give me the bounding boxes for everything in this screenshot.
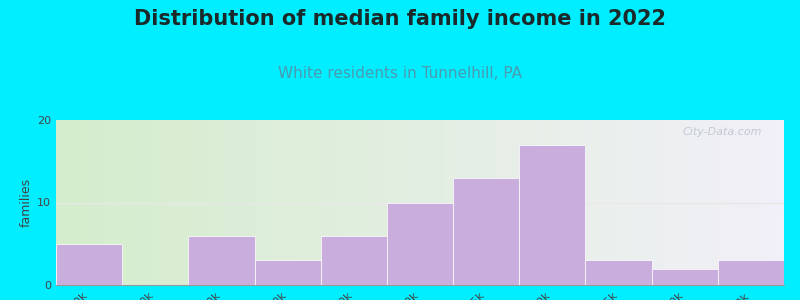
Bar xyxy=(188,236,254,285)
Text: City-Data.com: City-Data.com xyxy=(682,127,762,136)
Bar xyxy=(718,260,784,285)
Bar xyxy=(519,145,586,285)
Y-axis label: families: families xyxy=(20,178,33,227)
Bar xyxy=(56,244,122,285)
Bar xyxy=(387,202,453,285)
Bar xyxy=(254,260,321,285)
Bar xyxy=(652,268,718,285)
Bar xyxy=(586,260,652,285)
Text: White residents in Tunnelhill, PA: White residents in Tunnelhill, PA xyxy=(278,66,522,81)
Bar xyxy=(321,236,387,285)
Text: Distribution of median family income in 2022: Distribution of median family income in … xyxy=(134,9,666,29)
Bar xyxy=(453,178,519,285)
